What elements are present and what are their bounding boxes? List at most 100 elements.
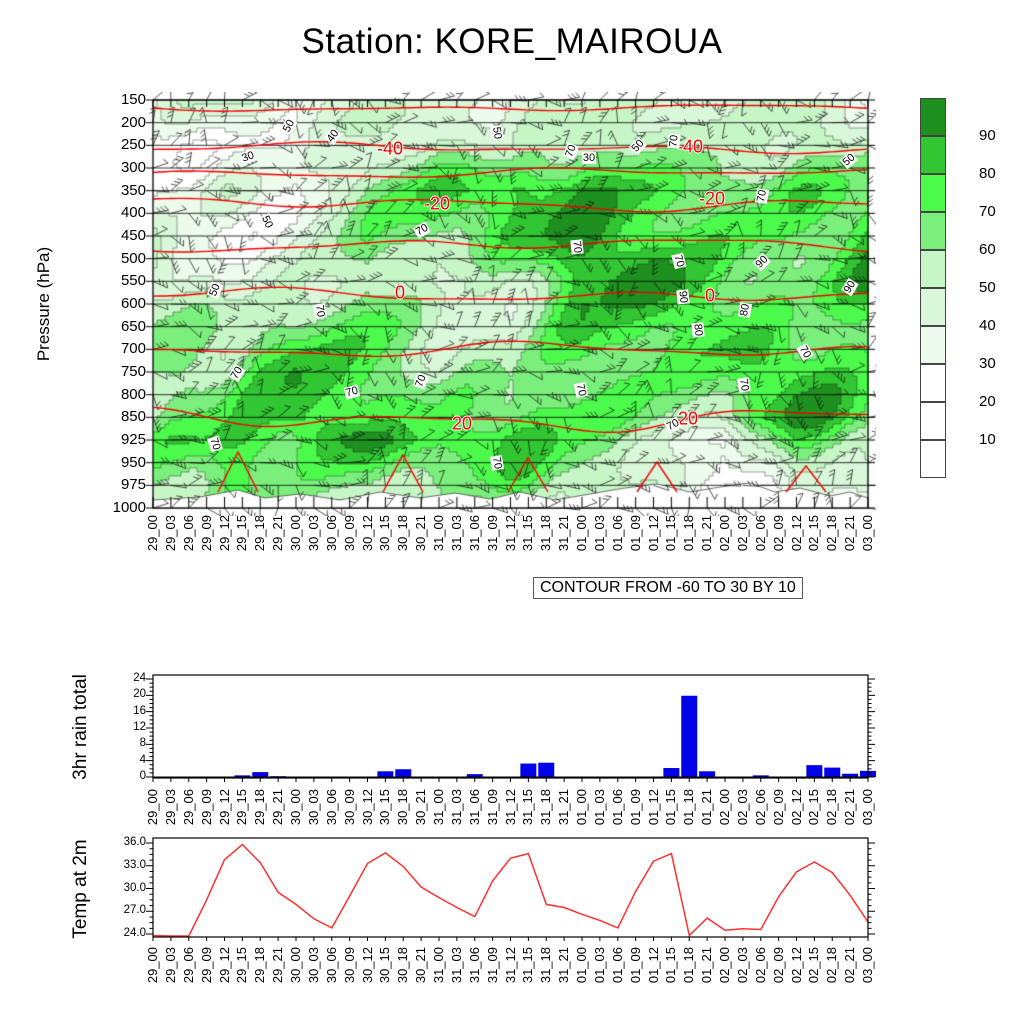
time-tick-label: 02_03 bbox=[734, 515, 750, 552]
time-tick-label: 01_12 bbox=[645, 947, 661, 984]
time-tick-label: 29_12 bbox=[216, 789, 232, 826]
time-tick-label: 30_09 bbox=[341, 789, 357, 826]
time-tick-label: 01_15 bbox=[663, 789, 679, 826]
time-tick-label: 31_18 bbox=[538, 789, 554, 826]
pressure-tick-label: 500 bbox=[120, 249, 146, 267]
time-tick-label: 01_12 bbox=[645, 789, 661, 826]
time-tick-label: 02_09 bbox=[770, 515, 786, 552]
pressure-tick-label: 250 bbox=[120, 136, 146, 154]
time-tick-label: 01_21 bbox=[699, 515, 715, 552]
time-tick-label: 02_00 bbox=[717, 789, 732, 826]
time-tick-label: 30_15 bbox=[377, 947, 393, 984]
temp-y-tick-label: 27.0 bbox=[123, 904, 146, 917]
time-tick-label: 29_15 bbox=[234, 515, 250, 552]
time-tick-label: 02_12 bbox=[788, 789, 804, 826]
time-tick-label: 31_18 bbox=[538, 947, 554, 984]
time-tick-label: 01_00 bbox=[574, 947, 589, 984]
pressure-tick-label: 150 bbox=[120, 91, 146, 108]
pressure-tick-label: 300 bbox=[120, 159, 146, 176]
time-tick-label: 01_03 bbox=[591, 947, 607, 984]
rain-axis-label: 3hr rain total bbox=[70, 674, 91, 780]
time-tick-label: 01_15 bbox=[663, 947, 679, 984]
pressure-axis-label: Pressure (hPa) bbox=[34, 246, 53, 362]
rain-bar bbox=[538, 762, 555, 777]
time-tick-label: 30_09 bbox=[341, 947, 357, 984]
pressure-tick-label: 600 bbox=[120, 295, 146, 312]
time-tick-label: 01_06 bbox=[609, 515, 625, 552]
rain-bar bbox=[663, 768, 680, 777]
rh-contour-label: 70 bbox=[754, 187, 770, 205]
pressure-tick-label: 200 bbox=[120, 113, 146, 131]
rh-contour-label: 70 bbox=[736, 376, 752, 394]
pressure-tick-label: 1000 bbox=[112, 499, 146, 516]
time-tick-label: 30_03 bbox=[305, 789, 321, 826]
time-tick-label: 02_00 bbox=[717, 515, 732, 552]
time-tick-label: 31_00 bbox=[431, 789, 446, 826]
rh-contour-label: 70 bbox=[570, 239, 584, 255]
temp-frame bbox=[152, 837, 869, 938]
time-tick-label: 01_06 bbox=[609, 947, 625, 984]
time-tick-label: 02_18 bbox=[824, 789, 840, 826]
rain-ticks bbox=[146, 678, 875, 782]
time-tick-label: 29_21 bbox=[270, 515, 286, 552]
time-tick-label: 02_03 bbox=[734, 789, 750, 826]
pressure-tick-label: 350 bbox=[120, 181, 146, 199]
time-tick-label: 30_21 bbox=[413, 947, 429, 984]
time-tick-label: 29_12 bbox=[216, 947, 232, 984]
time-tick-label: 31_06 bbox=[466, 789, 482, 826]
colorbar-cell bbox=[920, 288, 946, 326]
pressure-tick-label: 975 bbox=[120, 476, 146, 494]
time-tick-label: 01_09 bbox=[627, 515, 643, 552]
time-tick-label: 03_00 bbox=[860, 789, 875, 826]
time-tick-label: 01_00 bbox=[574, 789, 589, 826]
colorbar-cell bbox=[920, 174, 946, 212]
time-tick-label: 01_03 bbox=[591, 515, 607, 552]
time-tick-label: 01_21 bbox=[699, 789, 715, 826]
colorbar-cell bbox=[920, 136, 946, 174]
temp-contour-label: 20 bbox=[451, 413, 473, 434]
time-tick-label: 31_06 bbox=[466, 515, 482, 552]
colorbar-cell bbox=[920, 326, 946, 364]
rh-contour-label: 30 bbox=[581, 152, 597, 164]
rain-bar-chart bbox=[146, 674, 876, 782]
time-tick-label: 30_18 bbox=[395, 789, 411, 826]
time-tick-label: 29_06 bbox=[180, 947, 196, 984]
pressure-tick-label: 800 bbox=[120, 385, 146, 403]
page-title: Station: KORE_MAIROUA bbox=[301, 22, 723, 61]
time-tick-label: 03_00 bbox=[860, 947, 875, 984]
time-tick-label: 31_03 bbox=[448, 789, 464, 826]
temp-contour-label: 0 bbox=[394, 282, 406, 303]
time-tick-label: 01_09 bbox=[627, 789, 643, 826]
colorbar-cell bbox=[920, 250, 946, 288]
time-tick-label: 30_03 bbox=[305, 947, 321, 984]
rain-y-tick-label: 20 bbox=[133, 688, 146, 701]
time-tick-label: 29_06 bbox=[180, 789, 196, 826]
pressure-tick-label: 400 bbox=[120, 204, 146, 222]
temp-contour-label: -40 bbox=[376, 138, 404, 159]
time-tick-label: 30_00 bbox=[288, 515, 303, 552]
time-tick-label: 01_18 bbox=[681, 947, 697, 984]
pressure-tick-label: 450 bbox=[120, 227, 146, 244]
time-tick-label: 29_00 bbox=[145, 947, 160, 984]
temp-line bbox=[152, 843, 869, 937]
rain-bar bbox=[252, 772, 269, 777]
pressure-tick-label: 700 bbox=[120, 340, 146, 358]
colorbar-tick-label: 70 bbox=[979, 203, 996, 220]
time-tick-label: 31_21 bbox=[556, 789, 572, 826]
time-tick-label: 01_00 bbox=[574, 515, 589, 552]
colorbar-tick-label: 30 bbox=[979, 355, 996, 372]
rain-bar bbox=[466, 774, 483, 777]
time-tick-label: 02_15 bbox=[806, 515, 822, 552]
time-tick-label: 31_12 bbox=[502, 789, 518, 826]
time-tick-label: 31_00 bbox=[431, 515, 446, 552]
time-tick-label: 01_03 bbox=[591, 789, 607, 826]
time-tick-label: 02_18 bbox=[824, 515, 840, 552]
time-tick-label: 30_09 bbox=[341, 515, 357, 552]
time-tick-label: 29_09 bbox=[198, 515, 214, 552]
time-tick-label: 29_18 bbox=[252, 789, 268, 826]
temp-y-tick-label: 36.0 bbox=[123, 836, 146, 848]
time-tick-label: 02_18 bbox=[824, 947, 840, 984]
colorbar-cell bbox=[920, 212, 946, 250]
time-tick-label: 31_21 bbox=[556, 515, 572, 552]
time-tick-label: 02_03 bbox=[734, 947, 750, 984]
